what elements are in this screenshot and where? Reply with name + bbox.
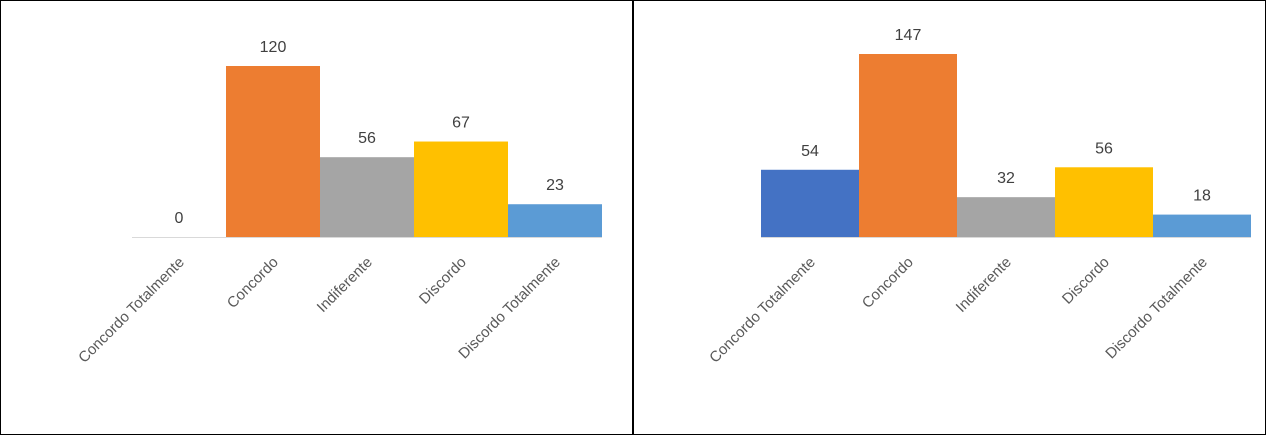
- bar-chart-left: 0 Concordo Totalmente 120 Concordo 56 Indifer…: [75, 39, 602, 367]
- x-tick-label: Discordo: [416, 254, 470, 308]
- x-tick-label: Discordo: [1059, 254, 1113, 308]
- bar-3: [957, 197, 1055, 237]
- chart-panel-left: 0 Concordo Totalmente 120 Concordo 56 Indifer…: [0, 0, 633, 435]
- bar-chart-right: 54 Concordo Totalmente 147 Concordo 32 Indife…: [706, 27, 1251, 367]
- bar-1: [761, 169, 859, 237]
- bar-3: [320, 157, 414, 237]
- bar-2: [859, 54, 957, 237]
- x-tick-label: Concordo Totalmente: [706, 254, 819, 367]
- data-label: 56: [358, 130, 376, 147]
- x-tick-label: Indiferente: [953, 254, 1015, 316]
- data-label: 56: [1095, 140, 1113, 157]
- x-tick-label: Discordo Totalmente: [455, 254, 564, 363]
- bar-2: [226, 66, 320, 237]
- data-label: 54: [801, 143, 819, 160]
- x-tick-label: Concordo: [859, 254, 917, 312]
- bar-5: [508, 204, 602, 237]
- data-label: 18: [1193, 188, 1211, 205]
- x-tick-label: Concordo: [224, 254, 282, 312]
- x-tick-label: Concordo Totalmente: [75, 254, 188, 367]
- data-label: 67: [452, 115, 470, 132]
- bar-4: [1055, 167, 1153, 237]
- data-label: 23: [546, 177, 564, 194]
- data-label: 32: [997, 170, 1015, 187]
- data-label: 120: [260, 39, 287, 56]
- bar-4: [414, 141, 508, 237]
- x-tick-label: Discordo Totalmente: [1102, 254, 1211, 363]
- chart-panel-right: 54 Concordo Totalmente 147 Concordo 32 Indife…: [633, 0, 1266, 435]
- data-label: 147: [895, 27, 922, 44]
- x-tick-label: Indiferente: [314, 254, 376, 316]
- bar-5: [1153, 214, 1251, 237]
- data-label: 0: [175, 210, 184, 227]
